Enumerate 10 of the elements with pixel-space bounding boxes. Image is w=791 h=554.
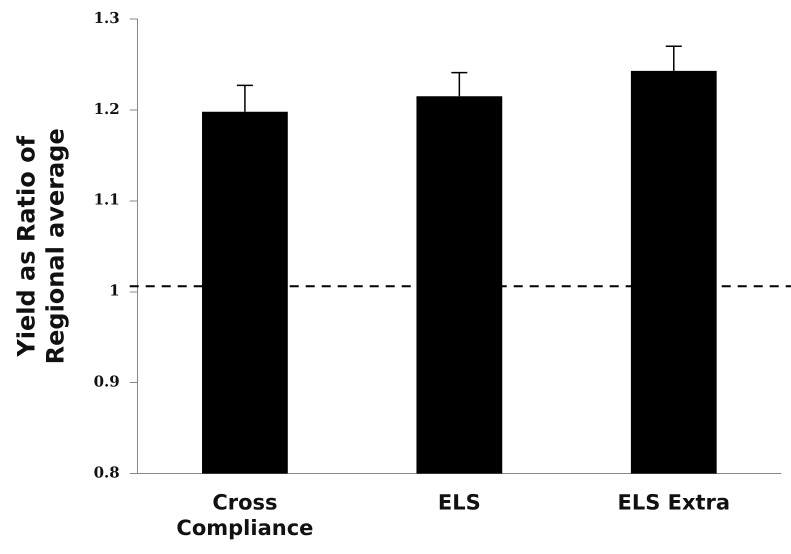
y-tick-label: 0.9 (94, 372, 120, 391)
y-tick-label: 0.8 (94, 463, 120, 482)
x-tick-label: ELS Extra (617, 490, 730, 515)
y-tick-label: 1.2 (94, 100, 120, 118)
x-tick-label: Cross Compliance (176, 490, 314, 540)
y-axis-title: Yield as Ratio of Regional average (12, 128, 70, 364)
y-tick-label: 1.1 (94, 190, 120, 209)
y-tick-label: 1 (109, 282, 120, 300)
x-tick-label: ELS (438, 490, 481, 515)
y-tick-label: 1.3 (94, 8, 120, 27)
